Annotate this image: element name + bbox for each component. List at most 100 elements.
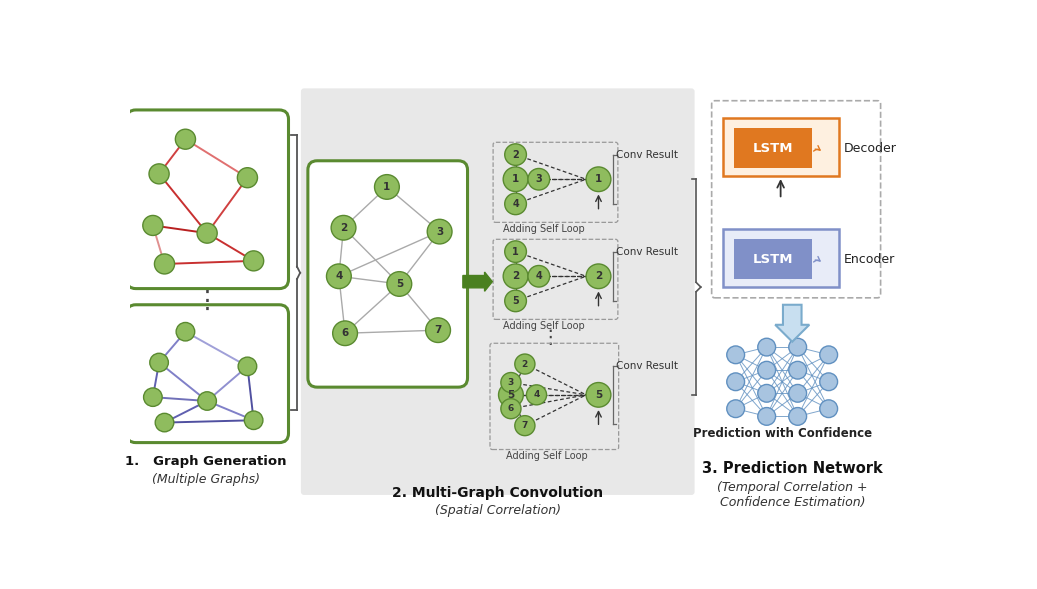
Text: 2: 2: [595, 272, 602, 282]
Circle shape: [156, 413, 174, 432]
Circle shape: [503, 167, 528, 191]
Text: 3. Prediction Network: 3. Prediction Network: [702, 461, 882, 477]
Circle shape: [176, 322, 195, 341]
Circle shape: [586, 167, 611, 191]
Text: 5: 5: [595, 390, 602, 400]
Text: 4: 4: [535, 272, 542, 282]
Text: (Multiple Graphs): (Multiple Graphs): [151, 473, 259, 486]
Circle shape: [198, 392, 217, 411]
Circle shape: [427, 219, 452, 244]
Circle shape: [505, 290, 527, 312]
Text: 2: 2: [512, 272, 520, 282]
Text: ⋮: ⋮: [195, 289, 220, 313]
Text: ⋮: ⋮: [540, 329, 559, 348]
Circle shape: [527, 385, 546, 405]
Circle shape: [758, 362, 776, 379]
Text: 6: 6: [341, 328, 348, 338]
Circle shape: [175, 129, 196, 149]
Circle shape: [149, 353, 168, 372]
Text: 1.   Graph Generation: 1. Graph Generation: [124, 455, 286, 468]
Bar: [734, 239, 812, 279]
Circle shape: [425, 318, 450, 342]
Circle shape: [244, 251, 263, 271]
Bar: [723, 229, 839, 287]
Circle shape: [586, 264, 611, 289]
Circle shape: [327, 264, 352, 289]
Text: 4: 4: [512, 199, 518, 209]
FancyBboxPatch shape: [301, 88, 695, 495]
Polygon shape: [776, 305, 809, 342]
Circle shape: [197, 223, 217, 243]
Text: Conv Result: Conv Result: [616, 150, 677, 160]
Text: 7: 7: [435, 325, 442, 335]
Circle shape: [143, 388, 162, 406]
Text: 3: 3: [508, 378, 514, 387]
Circle shape: [387, 272, 412, 296]
Circle shape: [245, 411, 263, 429]
Circle shape: [505, 193, 527, 214]
Circle shape: [727, 400, 745, 418]
Circle shape: [586, 382, 611, 407]
Circle shape: [501, 399, 521, 419]
Circle shape: [501, 372, 521, 392]
Text: Adding Self Loop: Adding Self Loop: [503, 321, 585, 331]
Text: LSTM: LSTM: [753, 142, 793, 155]
Text: LSTM: LSTM: [753, 253, 793, 266]
Circle shape: [499, 382, 524, 407]
Text: 7: 7: [522, 421, 528, 430]
Text: 4: 4: [533, 391, 539, 399]
Text: Encoder: Encoder: [844, 253, 895, 266]
Text: Adding Self Loop: Adding Self Loop: [506, 451, 587, 461]
Text: (Temporal Correlation +: (Temporal Correlation +: [717, 481, 868, 494]
Text: Confidence Estimation): Confidence Estimation): [720, 496, 865, 509]
Circle shape: [758, 338, 776, 356]
FancyBboxPatch shape: [711, 101, 880, 298]
Circle shape: [789, 338, 807, 356]
Circle shape: [505, 144, 527, 166]
Circle shape: [528, 168, 550, 190]
Circle shape: [820, 346, 838, 363]
Text: 5: 5: [396, 279, 403, 289]
Circle shape: [789, 408, 807, 425]
Text: 2. Multi-Graph Convolution: 2. Multi-Graph Convolution: [392, 487, 604, 501]
Circle shape: [514, 416, 535, 436]
Circle shape: [143, 216, 163, 236]
Text: 2: 2: [522, 359, 528, 369]
Circle shape: [331, 216, 356, 240]
Text: Prediction with Confidence: Prediction with Confidence: [693, 427, 872, 440]
Circle shape: [333, 321, 358, 346]
Circle shape: [514, 354, 535, 374]
Text: (Spatial Correlation): (Spatial Correlation): [435, 504, 561, 517]
Circle shape: [374, 174, 399, 199]
Text: Decoder: Decoder: [844, 142, 897, 155]
Circle shape: [505, 241, 527, 263]
FancyBboxPatch shape: [127, 305, 288, 442]
Circle shape: [503, 264, 528, 289]
Circle shape: [758, 385, 776, 402]
Circle shape: [758, 408, 776, 425]
FancyBboxPatch shape: [127, 110, 288, 289]
Circle shape: [820, 400, 838, 418]
Text: 3: 3: [436, 227, 443, 237]
FancyBboxPatch shape: [308, 161, 468, 387]
Text: 6: 6: [508, 404, 514, 413]
Text: 4: 4: [335, 272, 342, 282]
Text: 1: 1: [512, 247, 518, 257]
Text: 5: 5: [512, 296, 518, 306]
Circle shape: [727, 346, 745, 363]
Text: 3: 3: [535, 174, 542, 184]
Text: Conv Result: Conv Result: [616, 247, 677, 257]
Text: 5: 5: [507, 390, 514, 400]
Text: Conv Result: Conv Result: [616, 362, 677, 371]
Circle shape: [727, 373, 745, 391]
Text: 1: 1: [595, 174, 602, 184]
Circle shape: [528, 266, 550, 287]
Circle shape: [820, 373, 838, 391]
Bar: [723, 118, 839, 176]
Bar: [734, 128, 812, 168]
Text: 2: 2: [340, 223, 347, 233]
Circle shape: [149, 164, 169, 184]
Text: 1: 1: [512, 174, 520, 184]
Circle shape: [789, 362, 807, 379]
Circle shape: [789, 385, 807, 402]
